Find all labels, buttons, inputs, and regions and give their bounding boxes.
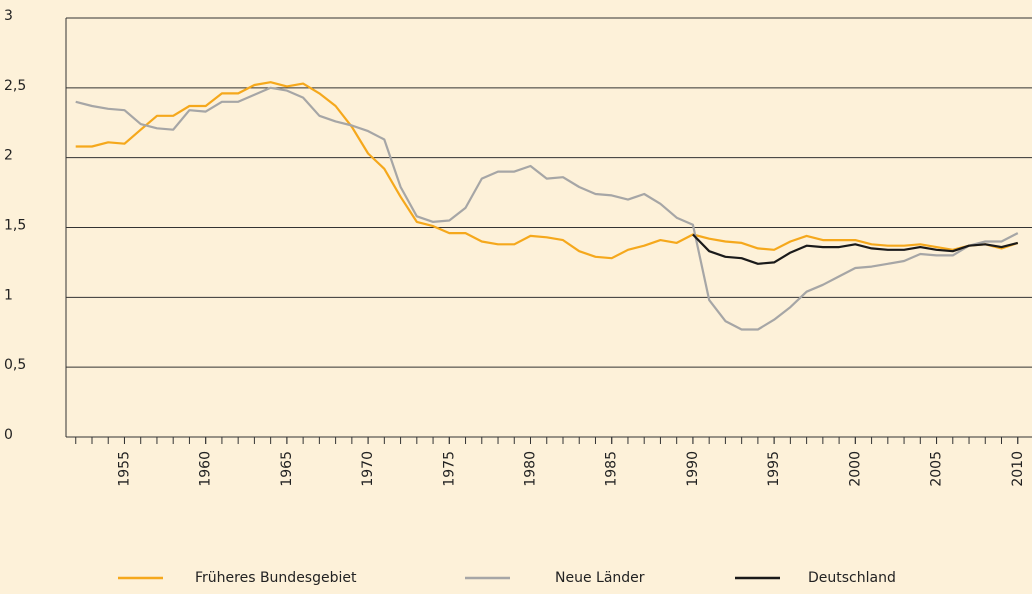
legend-label: Deutschland xyxy=(808,570,896,586)
x-tick-label: 1980 xyxy=(523,451,539,487)
x-tick-label: 2010 xyxy=(1010,451,1026,487)
x-tick-label: 2005 xyxy=(929,451,945,487)
series-line xyxy=(692,233,1019,265)
legend-label: Früheres Bundesgebiet xyxy=(195,570,357,586)
y-tick-label: 2 xyxy=(4,148,13,164)
x-tick-label: 1970 xyxy=(360,451,376,487)
x-tick-label: 1985 xyxy=(604,451,620,487)
x-tick-label: 1955 xyxy=(116,451,132,487)
y-tick-label: 0,5 xyxy=(4,357,26,373)
x-tick-label: 1965 xyxy=(279,451,295,487)
series-line xyxy=(75,86,1019,331)
series-line xyxy=(75,81,1019,260)
x-tick-label: 1960 xyxy=(198,451,214,487)
x-tick-label: 1995 xyxy=(766,451,782,487)
y-tick-label: 3 xyxy=(4,8,13,24)
x-tick-label: 2000 xyxy=(847,451,863,487)
x-tick-label: 1990 xyxy=(685,451,701,487)
y-tick-label: 0 xyxy=(4,427,13,443)
x-tick-label: 1975 xyxy=(441,451,457,487)
y-tick-label: 1,5 xyxy=(4,218,26,234)
y-tick-label: 2,5 xyxy=(4,78,26,94)
y-tick-label: 1 xyxy=(4,287,13,303)
legend-label: Neue Länder xyxy=(555,570,645,586)
